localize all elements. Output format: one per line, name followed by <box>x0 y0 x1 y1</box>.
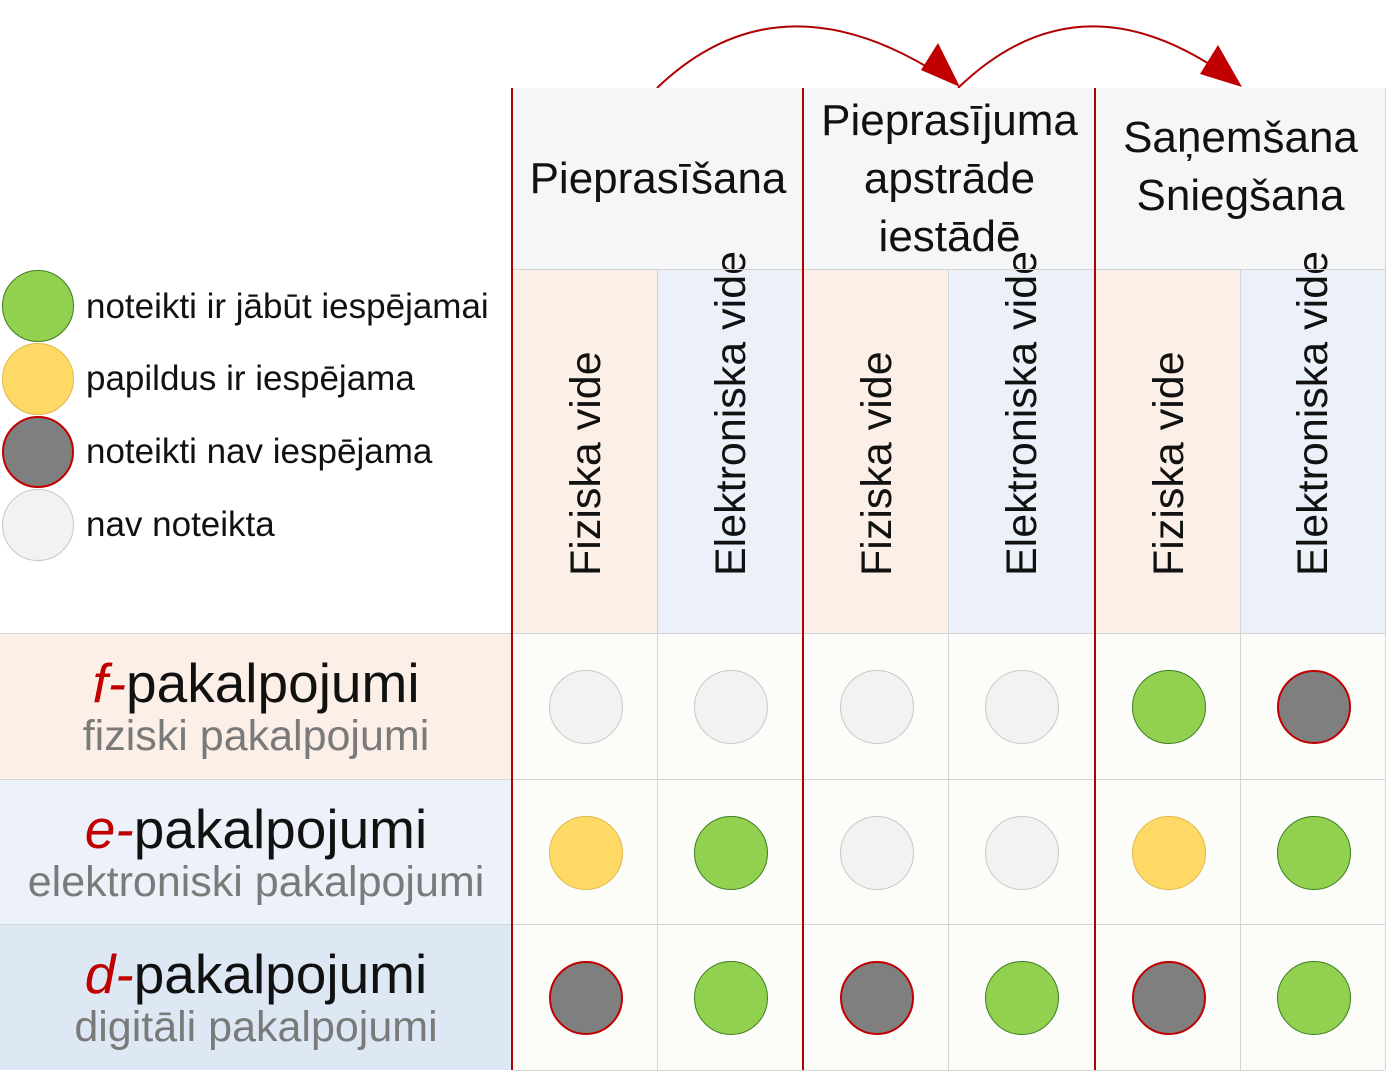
flow-arrows <box>656 25 1242 89</box>
light-dot-icon <box>548 669 623 744</box>
env-header-physical: Fiziska vide <box>513 270 658 634</box>
row-header-d-services: d-pakalpojumi digitāli pakalpojumi <box>0 925 512 1070</box>
status-cell <box>1241 780 1386 925</box>
phase-separator <box>802 88 804 1070</box>
row-title: f-pakalpojumi <box>92 654 419 712</box>
light-dot-icon <box>984 669 1059 744</box>
status-cell <box>804 780 949 925</box>
legend-label: noteikti ir jābūt iespējamai <box>86 287 489 326</box>
gray-dot-icon <box>1276 669 1351 744</box>
gray-dot-icon <box>2 416 74 488</box>
flow-arrow-2 <box>957 25 1231 89</box>
grid-line <box>0 633 1385 634</box>
green-dot-icon <box>693 815 768 890</box>
phase-header-processing: Pieprasījuma apstrāde iestādē <box>804 88 1095 270</box>
green-dot-icon <box>1276 960 1351 1035</box>
env-label: Fiziska vide <box>852 351 901 576</box>
status-cell <box>658 925 803 1070</box>
row-prefix: d- <box>84 942 134 1005</box>
grid-line <box>657 270 658 1070</box>
phase-header-request: Pieprasīšana <box>513 88 803 270</box>
grid-line <box>948 270 949 1070</box>
status-cell <box>804 634 949 779</box>
row-title-text: pakalpojumi <box>133 942 428 1005</box>
green-dot-icon <box>693 960 768 1035</box>
green-dot-icon <box>1131 669 1206 744</box>
legend-label: nav noteikta <box>86 505 275 544</box>
env-label: Elektroniska vide <box>706 250 755 576</box>
env-header-electronic: Elektroniska vide <box>949 251 1094 634</box>
status-cell <box>513 925 658 1070</box>
grid-line <box>1385 88 1386 1070</box>
row-title-text: pakalpojumi <box>126 651 420 714</box>
env-label: Elektroniska vide <box>1289 250 1337 576</box>
legend-label: noteikti nav iespējama <box>86 432 433 471</box>
env-label: Fiziska vide <box>1144 351 1193 576</box>
grid-line <box>0 924 1385 925</box>
env-header-electronic: Elektroniska vide <box>658 251 803 634</box>
green-dot-icon <box>2 270 74 342</box>
flow-arrow-1 <box>656 25 946 89</box>
status-cell <box>1241 634 1386 779</box>
status-cell <box>1096 634 1241 779</box>
light-dot-icon <box>2 489 74 561</box>
status-cell <box>949 780 1094 925</box>
phase-separator <box>1094 88 1096 1070</box>
light-dot-icon <box>693 669 768 744</box>
yellow-dot-icon <box>2 343 74 415</box>
flow-arrowhead-1 <box>921 43 960 87</box>
phase-label: Pieprasīšana <box>529 154 787 203</box>
green-dot-icon <box>1276 815 1351 890</box>
status-cell <box>949 634 1094 779</box>
gray-dot-icon <box>1131 960 1206 1035</box>
env-label: Elektroniska vide <box>997 250 1046 576</box>
status-cell <box>1096 925 1241 1070</box>
gray-dot-icon <box>839 960 914 1035</box>
light-dot-icon <box>839 815 914 890</box>
light-dot-icon <box>984 815 1059 890</box>
grid-line <box>1240 270 1241 1070</box>
row-subtitle: fiziski pakalpojumi <box>82 711 430 760</box>
env-label: Fiziska vide <box>561 351 610 576</box>
yellow-dot-icon <box>548 815 623 890</box>
phase-header-delivery: Saņemšana Sniegšana <box>1096 88 1385 270</box>
yellow-dot-icon <box>1131 815 1206 890</box>
row-subtitle: elektroniski pakalpojumi <box>27 857 485 906</box>
status-cell <box>1096 780 1241 925</box>
light-dot-icon <box>839 669 914 744</box>
row-header-e-services: e-pakalpojumi elektroniski pakalpojumi <box>0 780 512 925</box>
phase-label: Pieprasījuma apstrāde iestādē <box>821 96 1078 261</box>
flow-arrowhead-2 <box>1200 45 1242 87</box>
green-dot-icon <box>984 960 1059 1035</box>
status-cell <box>804 925 949 1070</box>
env-header-physical: Fiziska vide <box>1096 270 1241 634</box>
grid-line <box>0 779 1385 780</box>
status-cell <box>513 780 658 925</box>
row-title-text: pakalpojumi <box>133 797 428 860</box>
phase-separator <box>511 88 513 1070</box>
status-cell <box>658 780 803 925</box>
row-prefix: f- <box>92 651 127 714</box>
grid-line <box>513 1070 1385 1071</box>
row-title: e-pakalpojumi <box>85 800 427 858</box>
row-prefix: e- <box>84 797 134 860</box>
status-cell <box>513 634 658 779</box>
row-subtitle: digitāli pakalpojumi <box>74 1002 438 1051</box>
legend-label: papildus ir iespējama <box>86 359 415 398</box>
env-header-electronic: Elektroniska vide <box>1241 251 1385 634</box>
status-cell <box>1241 925 1386 1070</box>
row-header-f-services: f-pakalpojumi fiziski pakalpojumi <box>0 634 512 779</box>
env-header-physical: Fiziska vide <box>804 270 949 634</box>
status-cell <box>949 925 1094 1070</box>
phase-label: Saņemšana Sniegšana <box>1123 113 1358 220</box>
row-title: d-pakalpojumi <box>85 945 427 1003</box>
status-cell <box>658 634 803 779</box>
grid-line <box>513 269 1385 270</box>
gray-dot-icon <box>548 960 623 1035</box>
